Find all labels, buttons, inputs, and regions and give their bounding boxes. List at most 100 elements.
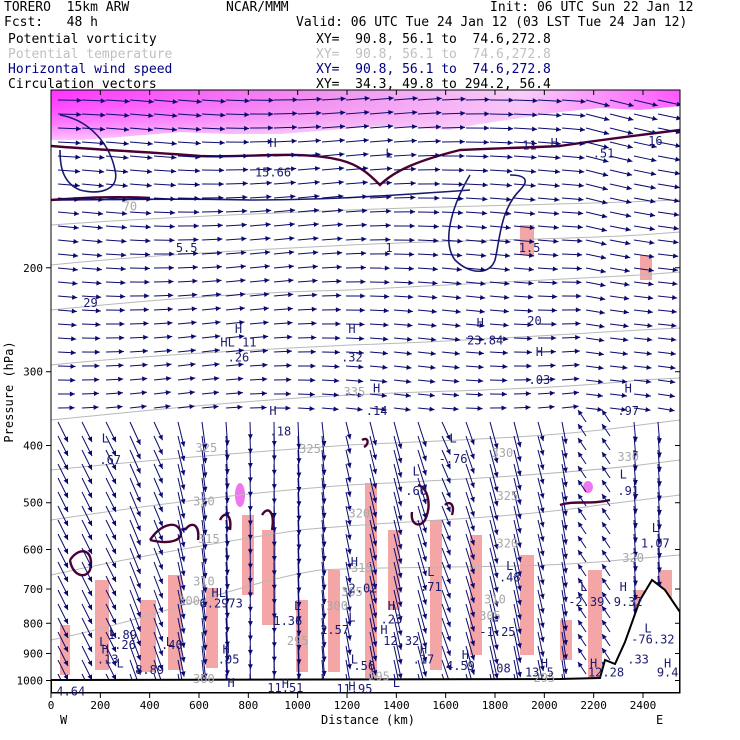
wind-vector-head — [337, 222, 343, 228]
wind-vector-head — [346, 534, 352, 540]
wind-vector-head — [268, 97, 274, 103]
wind-vector-head — [422, 613, 428, 620]
extremum-label: H — [282, 677, 289, 691]
wind-vector-head — [431, 294, 438, 300]
wind-vector-head — [578, 508, 583, 514]
wind-vector-head — [627, 157, 633, 163]
wind-vector-head — [358, 364, 364, 370]
wind-vector-head — [70, 363, 76, 369]
wind-vector-head — [578, 480, 583, 486]
wind-vector-head — [239, 320, 245, 326]
wind-vector-head — [363, 137, 369, 143]
x-tick-label: 2200 — [580, 699, 607, 712]
wind-vector-head — [316, 96, 322, 102]
wind-vector-head — [539, 564, 545, 571]
wind-vector-head — [470, 698, 475, 703]
wind-vector-head — [264, 250, 271, 256]
wind-vector-head — [237, 390, 243, 396]
wind-vector-head — [446, 563, 451, 570]
wind-vector-head — [76, 126, 82, 132]
wind-vector-head — [180, 656, 186, 663]
wind-vector-head — [562, 639, 568, 646]
wind-vector-head — [97, 224, 103, 230]
wind-vector-head — [457, 224, 463, 230]
wind-vector-head — [337, 250, 343, 256]
wind-vector-head — [493, 601, 499, 607]
wind-vector-head — [238, 334, 245, 340]
wind-vector-head — [649, 212, 656, 218]
wind-vector-head — [503, 322, 509, 328]
wind-vector-head — [652, 102, 658, 107]
plot-frame — [50, 89, 681, 694]
wind-vector-head — [147, 141, 153, 147]
wind-vector-head — [532, 112, 538, 118]
wind-vector-head — [422, 599, 428, 605]
wind-vector-head — [313, 207, 320, 213]
extremum-label: L — [620, 468, 627, 482]
wind-vector-head — [171, 154, 177, 160]
wind-vector-head — [335, 335, 341, 341]
wind-vector-head — [504, 280, 510, 286]
wind-vector-head — [70, 377, 76, 383]
wind-vector-head — [265, 236, 271, 242]
wind-vector-head — [478, 378, 484, 384]
wind-vector-head — [87, 492, 92, 498]
wind-vector-head — [158, 607, 164, 613]
wind-vector-head — [397, 630, 403, 636]
extremum-label: 12.28 — [588, 666, 624, 680]
wind-vector-head — [194, 182, 200, 188]
wind-vector-head — [397, 515, 403, 521]
wind-vector-head — [372, 439, 378, 446]
wind-vector-head — [346, 606, 352, 612]
wind-vector-head — [266, 194, 272, 200]
wind-vector-head — [334, 349, 340, 355]
wind-vector — [201, 561, 207, 593]
wind-vector-head — [555, 140, 561, 146]
wind-vector — [201, 547, 207, 579]
wind-vector-head — [224, 440, 230, 446]
wind-vector-head — [71, 294, 78, 300]
wind-vector-head — [623, 295, 630, 301]
wind-vector-head — [238, 348, 244, 354]
wind-vector-head — [362, 194, 368, 200]
wind-vector-head — [562, 496, 568, 502]
wind-vector-head — [436, 96, 442, 102]
wind-vector-head — [431, 322, 437, 328]
wind-vector-head — [602, 522, 607, 528]
x-tick-label: 800 — [238, 699, 258, 712]
wind-vector-head — [361, 250, 367, 256]
extremum-label: 15.66 — [255, 165, 291, 179]
wind-vector-head — [136, 669, 142, 675]
wind-vector-head — [623, 309, 629, 315]
wind-vector-head — [528, 252, 535, 258]
wind-vector-head — [136, 511, 141, 517]
wind-vector-head — [551, 335, 557, 341]
wind-vector-head — [180, 628, 186, 634]
wind-vector-head — [372, 598, 378, 604]
wind-vector-head — [292, 124, 298, 130]
x-tick-label: 600 — [189, 699, 209, 712]
wind-vector-head — [484, 111, 490, 117]
extremum-label: L — [644, 622, 651, 636]
wind-vector-head — [433, 223, 439, 229]
wind-vector-head — [340, 110, 346, 116]
wind-vector-head — [385, 251, 391, 257]
wind-vector — [489, 603, 498, 636]
wind-vector-head — [170, 210, 176, 216]
wind-vector-head — [470, 582, 475, 589]
wind-vector-head — [87, 450, 92, 456]
wind-vector-head — [217, 236, 223, 242]
wind-vector-head — [158, 664, 164, 671]
wind-vector-head — [601, 227, 607, 233]
wind-vector-head — [339, 124, 346, 130]
wind-vector-head — [671, 308, 677, 314]
wind-vector-head — [124, 98, 130, 104]
wind-vector-head — [493, 673, 499, 679]
wind-vector-head — [516, 643, 522, 649]
x-tick-label: 1400 — [383, 699, 410, 712]
wind-vector-head — [87, 632, 92, 638]
wind-vector-head — [397, 644, 403, 651]
wind-vector-head — [674, 170, 680, 176]
wind-vector-head — [481, 224, 487, 230]
